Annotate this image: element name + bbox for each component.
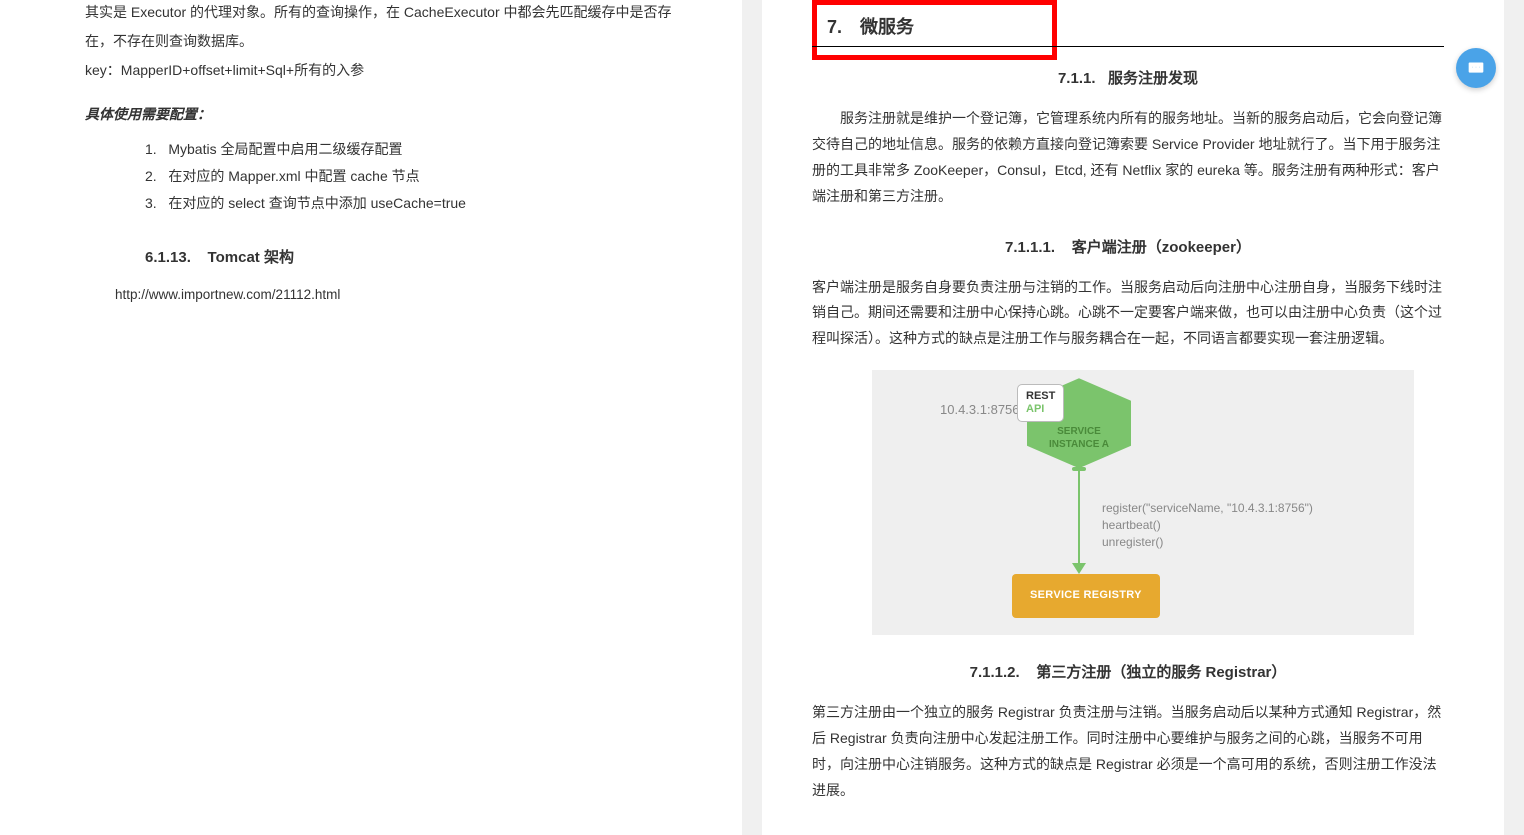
section-7-title: 7. 微服务 [827,11,1042,43]
assistant-float-button[interactable] [1456,48,1496,88]
heading-tomcat: 6.1.13. Tomcat 架构 [145,244,682,271]
config-heading: 具体使用需要配置： [85,102,682,127]
config-item-1: 1. Mybatis 全局配置中启用二级缓存配置 [145,137,682,162]
heading-7-1-1-2: 7.1.1.2. 第三方注册（独立的服务 Registrar） [812,659,1444,686]
service-registry-box: SERVICE REGISTRY [1012,574,1160,618]
key-line: key：MapperID+offset+limit+Sql+所有的入参 [85,58,682,83]
heading-7-1-1-1: 7.1.1.1. 客户端注册（zookeeper） [812,234,1444,261]
heading-7-1-1: 7.1.1. 服务注册发现 [812,65,1444,92]
intro-line-1: 其实是 Executor 的代理对象。所有的查询操作，在 CacheExecut… [85,0,682,25]
service-instance-label: SERVICE INSTANCE A [1049,426,1109,451]
para-third-party-register: 第三方注册由一个独立的服务 Registrar 负责注册与注销。当服务启动后以某… [812,700,1444,804]
document-spread: 其实是 Executor 的代理对象。所有的查询操作，在 CacheExecut… [0,0,1524,835]
diagram-ip-label: 10.4.3.1:8756 [940,398,1020,421]
diagram-calls: register("serviceName, "10.4.3.1:8756") … [1102,500,1313,550]
client-register-diagram: 10.4.3.1:8756 REST API SERVICE INSTANCE … [872,370,1414,635]
external-link[interactable]: http://www.importnew.com/21112.html [115,283,682,307]
page-right: 7. 微服务 7.1.1. 服务注册发现 服务注册就是维护一个登记簿，它管理系统… [762,0,1504,835]
para-client-register: 客户端注册是服务自身要负责注册与注销的工作。当服务启动后向注册中心注册自身，当服… [812,275,1444,353]
arrow-head-icon [1072,563,1086,574]
section-underline [812,46,1444,47]
rest-api-badge: REST API [1017,384,1064,421]
para-service-registry-intro: 服务注册就是维护一个登记簿，它管理系统内所有的服务地址。当新的服务启动后，它会向… [812,106,1444,210]
config-item-2: 2. 在对应的 Mapper.xml 中配置 cache 节点 [145,164,682,189]
highlight-annotation: 7. 微服务 [812,0,1057,60]
intro-line-2: 在，不存在则查询数据库。 [85,29,682,54]
chat-icon [1465,57,1487,79]
arrow-line [1078,468,1080,566]
config-item-3: 3. 在对应的 select 查询节点中添加 useCache=true [145,191,682,216]
page-left: 其实是 Executor 的代理对象。所有的查询操作，在 CacheExecut… [0,0,742,835]
